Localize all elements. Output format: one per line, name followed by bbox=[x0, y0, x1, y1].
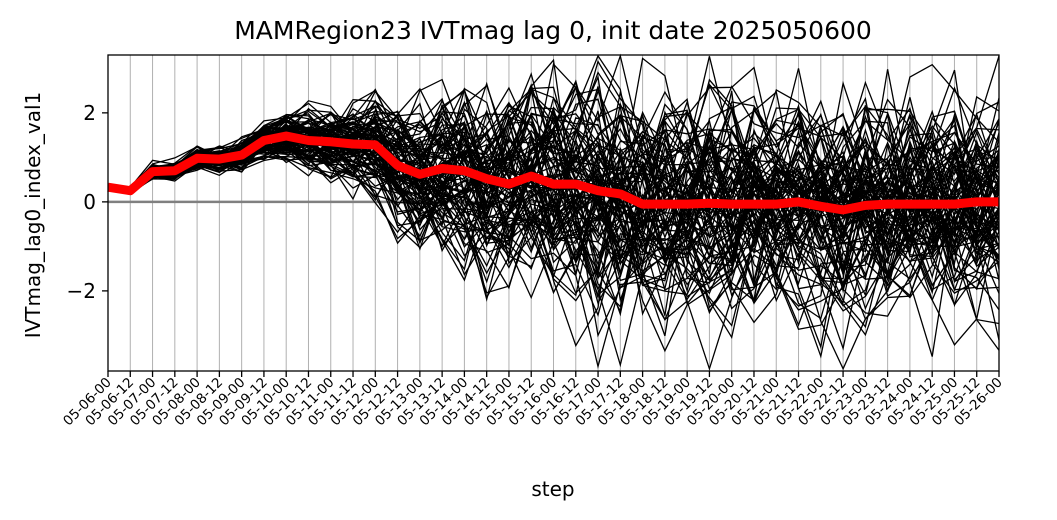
ensemble-member-line bbox=[107, 100, 1000, 317]
y-tick-label: 2 bbox=[83, 101, 96, 125]
ensemble-member-line bbox=[107, 119, 1000, 272]
ensemble-mean-polyline bbox=[107, 131, 999, 215]
y-axis-label: IVTmag_lag0_index_val1 bbox=[21, 92, 45, 339]
y-tick-label: −2 bbox=[67, 279, 96, 303]
chart-title: MAMRegion23 IVTmag lag 0, init date 2025… bbox=[234, 16, 872, 45]
ensemble-member-line bbox=[107, 123, 1000, 263]
ensemble-mean-line bbox=[107, 131, 999, 215]
y-tick-label: 0 bbox=[83, 190, 96, 214]
ensemble-member-line bbox=[107, 102, 1000, 369]
ensemble-member-line bbox=[107, 86, 1000, 308]
axis-ticks: −20205-06-0005-06-1205-07-0005-07-1205-0… bbox=[60, 101, 1006, 429]
ensemble-member-line bbox=[107, 80, 1000, 287]
x-axis-label: step bbox=[531, 477, 574, 501]
